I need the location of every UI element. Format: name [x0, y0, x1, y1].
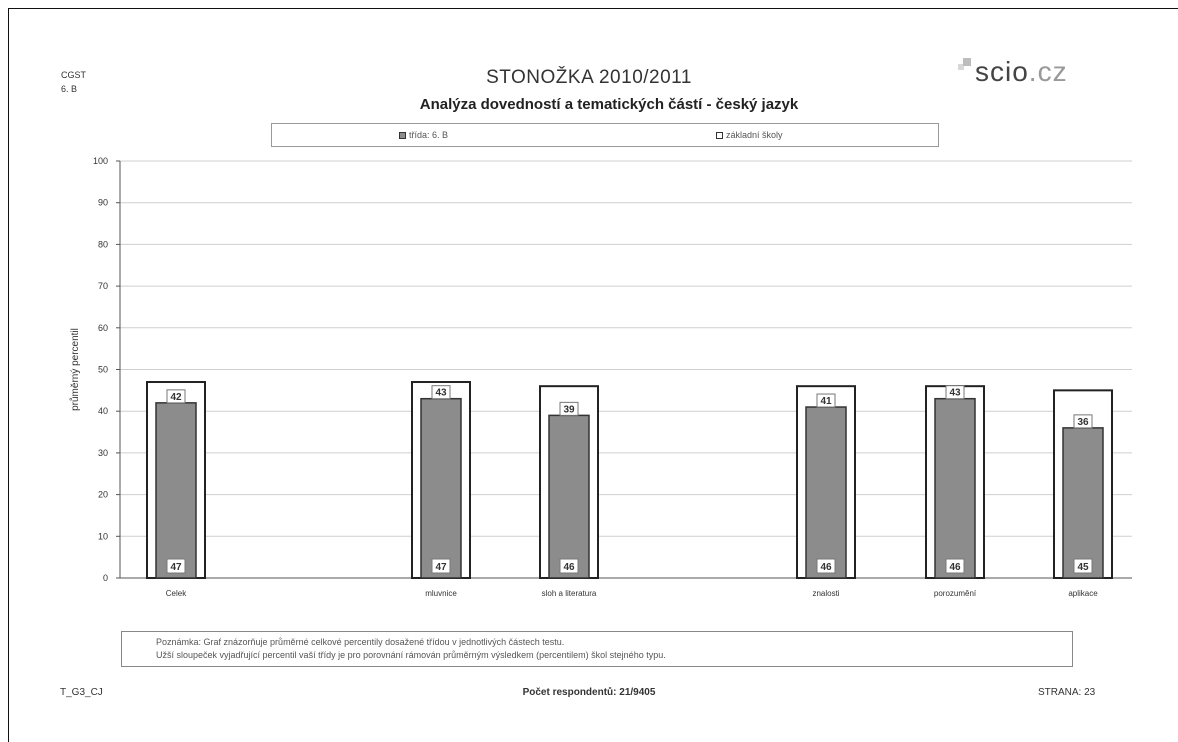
class-value-label: 36 — [1077, 417, 1089, 428]
note-line-2: Užší sloupeček vyjadřující percentil vaš… — [156, 650, 666, 660]
legend-label-schools: základní školy — [726, 130, 783, 140]
report-title: STONOŽKA 2010/2011 — [486, 67, 692, 88]
code-line-2: 6. B — [61, 84, 78, 94]
report-subtitle: Analýza dovedností a tematických částí -… — [419, 96, 799, 113]
bar-class — [1062, 427, 1104, 579]
schools-value-label: 47 — [435, 562, 447, 573]
y-tick-label: 90 — [98, 198, 108, 208]
schools-value-label: 46 — [949, 562, 961, 573]
y-tick-label: 40 — [98, 406, 108, 416]
y-tick-label: 100 — [93, 156, 108, 166]
note-line-1: Poznámka: Graf znázorňuje průměrné celko… — [156, 637, 565, 647]
schools-value-box — [816, 558, 836, 574]
class-value-box — [559, 401, 579, 416]
chart-legend: třída: 6. B základní školy — [271, 123, 939, 147]
page-frame — [8, 8, 1178, 742]
bar-class — [420, 397, 462, 579]
y-tick-label: 50 — [98, 365, 108, 375]
note-box: Poznámka: Graf znázorňuje průměrné celko… — [121, 631, 1073, 667]
footer-respondents: Počet respondentů: 21/9405 — [522, 687, 656, 698]
schools-value-label: 47 — [170, 562, 182, 573]
class-value-box — [945, 385, 965, 400]
category-label: sloh a literatura — [542, 589, 597, 598]
y-tick-label: 80 — [98, 239, 108, 249]
class-value-box — [431, 385, 451, 400]
footer-page: STRANA: 23 — [1038, 687, 1096, 698]
class-value-label: 43 — [949, 388, 961, 399]
legend-swatch-class — [399, 131, 406, 139]
schools-value-label: 45 — [1077, 562, 1089, 573]
class-code: CGST 6. B — [61, 68, 86, 96]
class-value-label: 39 — [563, 404, 575, 415]
logo-text: scio.cz — [975, 56, 1068, 88]
category-label: mluvnice — [425, 589, 457, 598]
y-tick-label: 70 — [98, 281, 108, 291]
legend-label-class: třída: 6. B — [409, 130, 449, 140]
y-axis-label: průměrný percentil — [69, 328, 81, 411]
category-label: znalosti — [812, 589, 839, 598]
y-tick-label: 0 — [103, 573, 108, 583]
footer-code: T_G3_CJ — [60, 687, 103, 698]
class-value-box — [1073, 414, 1093, 429]
class-value-box — [166, 389, 186, 404]
category-label: porozumění — [934, 589, 977, 598]
bar-class — [155, 402, 197, 579]
legend-item-class: třída: 6. B — [399, 130, 448, 140]
class-value-label: 42 — [170, 392, 182, 403]
legend-swatch-schools — [716, 131, 723, 139]
logo-square-large — [963, 58, 971, 66]
schools-value-label: 46 — [563, 562, 575, 573]
class-value-label: 43 — [435, 388, 447, 399]
bar-class — [934, 397, 976, 579]
bar-class — [548, 414, 590, 579]
code-line-1: CGST — [61, 70, 87, 80]
y-tick-label: 10 — [98, 531, 108, 541]
scio-logo: scio.cz — [958, 56, 1128, 96]
schools-value-box — [559, 558, 579, 574]
logo-suffix: .cz — [1028, 56, 1068, 87]
class-value-label: 41 — [820, 396, 832, 407]
class-value-box — [816, 393, 836, 408]
schools-value-box — [1073, 558, 1093, 574]
logo-name: scio — [975, 56, 1029, 87]
schools-value-label: 46 — [820, 562, 832, 573]
schools-value-box — [166, 558, 186, 574]
category-label: aplikace — [1068, 589, 1098, 598]
y-tick-label: 30 — [98, 448, 108, 458]
logo-square-small — [958, 64, 964, 70]
schools-value-box — [431, 558, 451, 574]
y-tick-label: 20 — [98, 490, 108, 500]
bar-class — [805, 406, 847, 579]
schools-value-box — [945, 558, 965, 574]
legend-item-schools: základní školy — [716, 130, 783, 140]
y-tick-label: 60 — [98, 323, 108, 333]
category-label: Celek — [166, 589, 187, 598]
